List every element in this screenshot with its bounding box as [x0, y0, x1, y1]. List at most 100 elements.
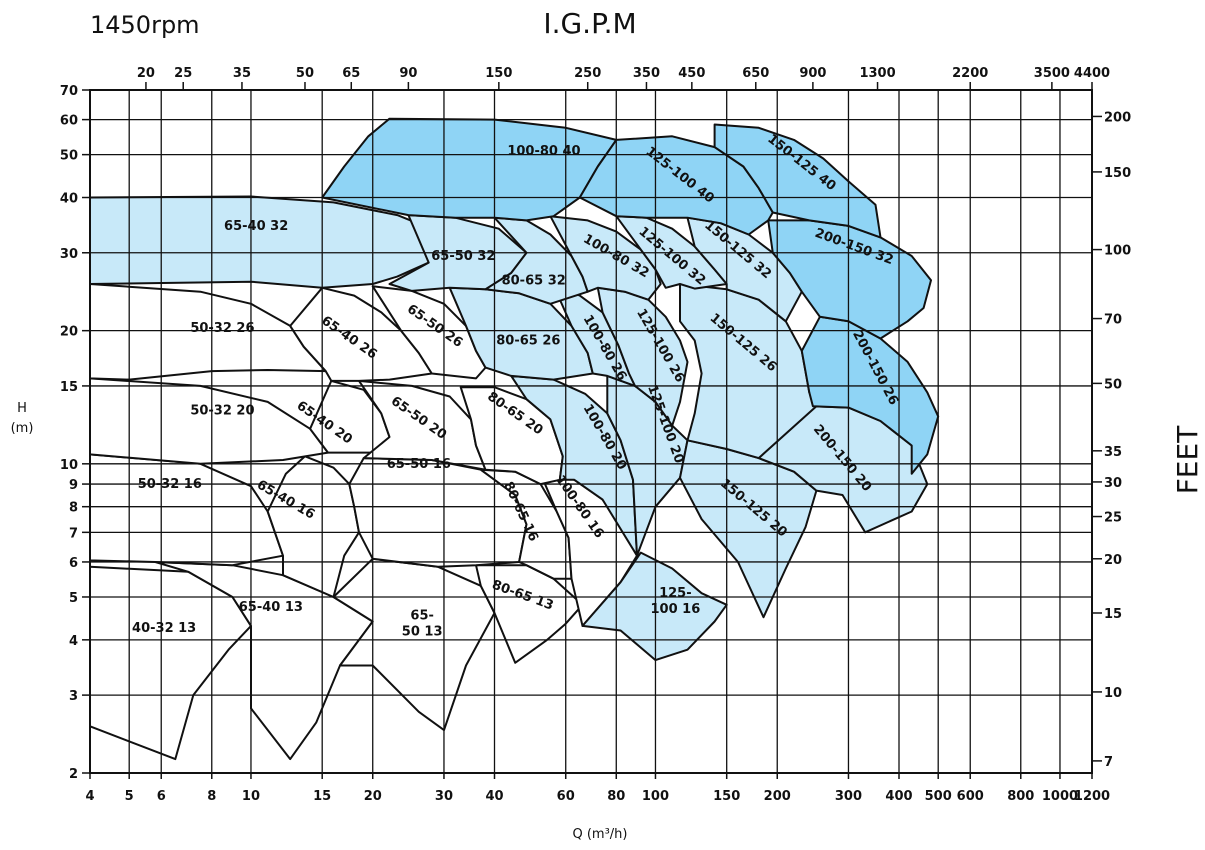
right-tick-label: 70 [1104, 313, 1122, 328]
x-axis-label: Q (m³/h) [572, 827, 627, 842]
speed-label: 1450rpm [90, 11, 200, 39]
right-tick-label: 200 [1104, 110, 1131, 125]
right-tick-label: 10 [1104, 686, 1122, 701]
x-tick-label: 20 [364, 789, 382, 804]
zone-label-line: 65-40 32 [224, 218, 288, 233]
x-tick-label: 1000 [1042, 789, 1078, 804]
chart-title: I.G.P.M [543, 7, 636, 40]
zone-label-65-50-13: 65-50 13 [402, 608, 443, 639]
x-tick-label: 8 [207, 789, 216, 804]
top-tick-label: 450 [678, 66, 705, 81]
right-tick-label: 100 [1104, 244, 1131, 259]
top-tick-label: 3500 [1034, 66, 1070, 81]
y-tick-label: 20 [60, 325, 78, 340]
zone-label-80-65-26: 80-65 26 [496, 333, 560, 348]
zone-label-line: 100-80 40 [507, 143, 580, 158]
x-tick-label: 60 [557, 789, 575, 804]
x-tick-label: 500 [925, 789, 952, 804]
top-tick-label: 1300 [859, 66, 895, 81]
zone-125-100-16 [581, 551, 728, 662]
y-tick-label: 2 [69, 767, 78, 782]
zone-label-line: 50-32 20 [190, 403, 254, 418]
y-tick-label: 5 [69, 591, 78, 606]
right-tick-label: 30 [1104, 476, 1122, 491]
x-tick-label: 30 [435, 789, 453, 804]
zone-label-50-32-26: 50-32 26 [190, 320, 254, 335]
right-axis-label: FEET [1171, 425, 1204, 494]
zone-65-50-13 [332, 557, 496, 732]
x-tick-label: 150 [713, 789, 740, 804]
right-tick-label: 150 [1104, 166, 1131, 181]
top-tick-label: 900 [799, 66, 826, 81]
zone-label-line: 80-65 32 [502, 273, 566, 288]
x-tick-label: 6 [157, 789, 166, 804]
x-tick-label: 4 [85, 789, 94, 804]
top-tick-label: 90 [399, 66, 417, 81]
x-tick-label: 400 [885, 789, 912, 804]
y-tick-label: 3 [69, 689, 78, 704]
right-tick-label: 20 [1104, 553, 1122, 568]
top-tick-label: 50 [296, 66, 314, 81]
top-tick-label: 2200 [952, 66, 988, 81]
x-tick-label: 800 [1007, 789, 1034, 804]
right-tick-label: 50 [1104, 377, 1122, 392]
zone-label-50-32-20: 50-32 20 [190, 403, 254, 418]
x-tick-label: 600 [957, 789, 984, 804]
zone-label-65-40-13: 65-40 13 [239, 599, 303, 614]
zone-label-line: 50 13 [402, 624, 443, 639]
top-tick-label: 150 [485, 66, 512, 81]
x-tick-label: 80 [607, 789, 625, 804]
top-tick-label: 35 [233, 66, 251, 81]
right-tick-label: 25 [1104, 511, 1122, 526]
y-tick-label: 4 [69, 634, 78, 649]
y-tick-label: 7 [69, 526, 78, 541]
right-tick-label: 7 [1104, 755, 1113, 770]
zone-label-line: 80-65 26 [496, 333, 560, 348]
zone-100-80-40 [321, 117, 618, 222]
top-tick-label: 650 [742, 66, 769, 81]
zone-50-32-16 [89, 453, 284, 567]
y-tick-label: 9 [69, 478, 78, 493]
x-tick-label: 1200 [1074, 789, 1110, 804]
x-tick-label: 10 [242, 789, 260, 804]
y-tick-label: 40 [60, 192, 78, 207]
zone-65-40-26 [289, 286, 433, 382]
zone-label-line: 50-32 26 [190, 320, 254, 335]
zone-label-40-32-13: 40-32 13 [132, 621, 196, 636]
y-axis-unit-m: (m) [11, 421, 34, 436]
zone-125-100-26 [596, 286, 689, 427]
top-tick-label: 25 [174, 66, 192, 81]
top-tick-label: 250 [574, 66, 601, 81]
y-tick-label: 30 [60, 247, 78, 262]
top-tick-label: 65 [342, 66, 360, 81]
chart-axes: 4 5 6 8 10 15 20 30 40 60 80 100 150 200 300 400 500 600 8… [60, 66, 1131, 804]
y-axis-unit-h: H [17, 401, 27, 416]
x-tick-label: 40 [485, 789, 503, 804]
top-tick-label: 4400 [1074, 66, 1110, 81]
zone-label-line: 125- [659, 585, 692, 600]
zone-200-150-26 [800, 315, 940, 475]
zone-100-80-20 [510, 374, 638, 557]
top-tick-label: 20 [137, 66, 155, 81]
zone-label-65-40-32: 65-40 32 [224, 218, 288, 233]
y-tick-label: 50 [60, 149, 78, 164]
y-tick-label: 15 [60, 380, 78, 395]
x-tick-label: 5 [125, 789, 134, 804]
y-tick-label: 10 [60, 458, 78, 473]
x-tick-label: 200 [764, 789, 791, 804]
x-tick-label: 15 [313, 789, 331, 804]
zone-label-line: 65- [410, 608, 434, 623]
zone-label-100-80-40: 100-80 40 [507, 143, 580, 158]
plot-frame [89, 89, 1093, 774]
top-tick-label: 350 [633, 66, 660, 81]
zone-80-65-32 [484, 216, 589, 305]
zone-label-line: 65-40 13 [239, 599, 303, 614]
y-tick-label: 60 [60, 114, 78, 129]
zone-80-65-20 [459, 386, 564, 486]
zone-label-line: 40-32 13 [132, 621, 196, 636]
right-tick-label: 35 [1104, 445, 1122, 460]
zone-label-80-65-32: 80-65 32 [502, 273, 566, 288]
x-tick-label: 100 [642, 789, 669, 804]
